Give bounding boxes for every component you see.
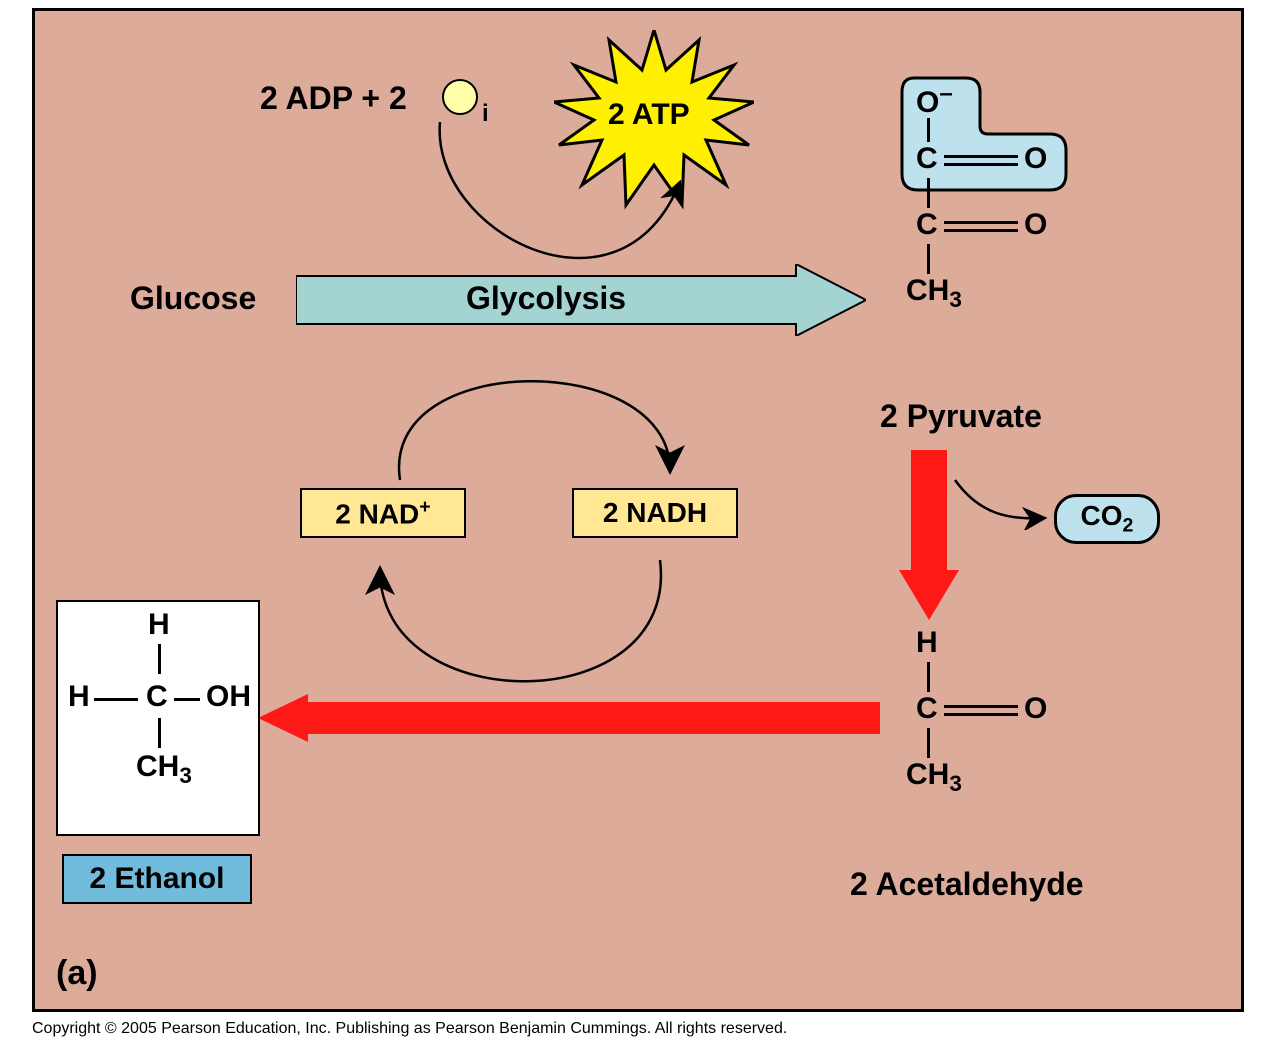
phosphate-icon [440, 77, 480, 117]
ethanol-molecule: H H C OH CH3 [56, 600, 260, 836]
diagram-canvas: Glycolysis Glucose 2 ADP + 2 P i 2 ATP 2… [0, 0, 1270, 1053]
ethanol-label-box: 2 Ethanol [62, 854, 252, 904]
co2-release-arrow-icon [950, 470, 1060, 530]
panel-id-label: (a) [56, 954, 98, 993]
adp-label: 2 ADP + 2 [260, 80, 407, 117]
red-arrow-left-icon [258, 694, 880, 742]
co2-pill: CO2 [1054, 494, 1160, 544]
acetaldehyde-label: 2 Acetaldehyde [850, 866, 1084, 903]
adp-to-atp-curve-icon [400, 112, 710, 282]
copyright-label: Copyright © 2005 Pearson Education, Inc.… [32, 1020, 787, 1038]
acetaldehyde-molecule: H C O CH3 [880, 626, 1100, 836]
glucose-label: Glucose [130, 280, 256, 317]
glycolysis-label: Glycolysis [466, 280, 626, 317]
nad-cycle-icon [320, 320, 730, 750]
pyruvate-label: 2 Pyruvate [880, 398, 1042, 435]
pyruvate-molecule: O– C O C O CH3 [880, 76, 1100, 356]
